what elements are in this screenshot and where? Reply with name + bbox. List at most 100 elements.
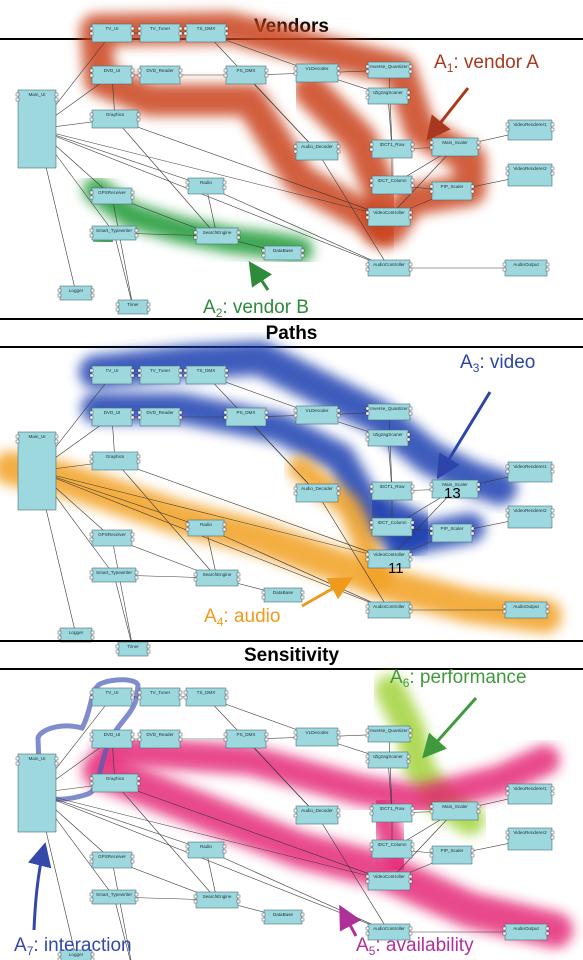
component-node: Graphics (89, 773, 141, 793)
component-node: SearchEngine (193, 569, 241, 587)
component-node: VLDecoder (293, 405, 341, 425)
node-label: Inverse_Quantizer (370, 406, 408, 411)
callout-arrow (27, 842, 52, 931)
connector (205, 185, 390, 269)
node-label: Main_Scaler (442, 482, 468, 487)
callout-label: A3: video (460, 352, 535, 375)
connector (388, 411, 393, 492)
component-node: Inverse_Quantizer (365, 725, 413, 743)
node-label: AudioController (373, 926, 405, 931)
node-label: DVD_Reader (146, 68, 174, 73)
node-label: TV_UI (105, 368, 118, 373)
component-node: Main_Scaler (429, 479, 481, 499)
node-label: Timer (127, 302, 139, 307)
node-label: VLDecoder (306, 66, 329, 71)
connector (114, 118, 218, 237)
panel-title: Sensitivity (243, 645, 340, 666)
node-label: Smart_Typewriter (96, 892, 132, 897)
callout-label: A6: performance (390, 667, 527, 690)
component-count: 13 (444, 485, 461, 502)
component-node: Main_UI (15, 89, 59, 169)
component-node: DataBase (261, 587, 305, 603)
callout: A6: performance (390, 667, 527, 759)
component-node: TV_UI (89, 365, 135, 385)
connector (111, 537, 134, 650)
connector (113, 232, 134, 308)
node-label: Graphics (106, 112, 125, 117)
callout-arrow (301, 577, 354, 608)
node-label: TV_Tuner (150, 690, 171, 695)
connector (316, 150, 390, 269)
node-label: VideoRenderer2 (513, 830, 547, 835)
component-node: IDCT1_Row (369, 139, 415, 159)
component-node: PIP_Scaler (429, 845, 475, 865)
node-label: PS_DMX (237, 68, 256, 73)
component-node: TV_Tuner (137, 23, 183, 43)
component-node: TV_UI (89, 687, 135, 707)
component-node: AudioOutput (502, 601, 550, 619)
node-label: TS_DMX (197, 26, 216, 31)
component-node: TV_Tuner (137, 365, 183, 385)
component-node: GPSReceiver (89, 187, 135, 205)
connector (113, 574, 134, 650)
component-node: DVD_UI (89, 729, 135, 749)
component-node: Radio (185, 841, 227, 859)
node-label: AudioController (373, 262, 405, 267)
callout-arrow (422, 697, 478, 759)
component-node: VideoRenderer1 (505, 783, 555, 805)
component-node: TS_DMX (183, 23, 229, 43)
node-label: Smart_Typewriter (96, 570, 132, 575)
callout: A3: video (436, 352, 535, 480)
node-label: TV_UI (105, 26, 118, 31)
connector (388, 69, 393, 150)
architecture-graph: Main_UI TV_UI TV_Tuner TS_DMX VLDecoder Inver… (14, 667, 573, 960)
component-node: VideoRenderer2 (505, 163, 555, 187)
architecture-graph: Main_UI TV_UI TV_Tuner TS_DMX VLDecoder Inver… (0, 341, 562, 657)
node-label: GPSReceiver (98, 854, 126, 859)
component-node: DVD_Reader (137, 729, 183, 749)
callout: A4: audio (204, 577, 354, 629)
component-node: Main_Scaler (429, 801, 481, 821)
component-node: PS_DMX (223, 65, 269, 85)
connector (111, 859, 132, 960)
callout-label: A5: availability (356, 935, 474, 958)
divider (0, 318, 583, 320)
component-node: VideoController (365, 871, 413, 891)
component-node: TV_UI (89, 23, 135, 43)
node-label: Smart_Typewriter (96, 228, 132, 233)
component-node: VideoRenderer1 (505, 119, 555, 141)
component-node: DataBase (261, 245, 305, 261)
component-node: Main_UI (15, 753, 59, 833)
component-node: VideoRenderer1 (505, 461, 555, 483)
node-label: IDCT_Column (377, 520, 407, 525)
component-node: IDCT_Column (369, 175, 415, 195)
component-node: Radio (185, 177, 227, 195)
node-label: AudioController (373, 604, 405, 609)
node-label: Logger (69, 288, 84, 293)
component-node: Audio_Decoder (293, 805, 341, 825)
node-label: VideoController (373, 874, 405, 879)
component-node: DVD_UI (89, 407, 135, 427)
connector (114, 118, 390, 218)
component-node: VLDecoder (293, 63, 341, 83)
node-label: DVD_UI (104, 732, 121, 737)
component-node: AudioController (365, 259, 413, 277)
component-node: TV_Tuner (137, 687, 183, 707)
node-label: TV_Tuner (150, 368, 171, 373)
component-node: PIP_Scaler (429, 523, 475, 543)
component-node: Radio (185, 519, 227, 537)
callout: A5: availability (339, 904, 474, 958)
component-count: 11 (388, 560, 404, 577)
component-node: TS_DMX (183, 365, 229, 385)
component-node: Timer (115, 299, 151, 315)
interaction-outline (35, 677, 141, 802)
component-node: AudioController (365, 601, 413, 619)
node-label: PIP_Scaler (441, 184, 464, 189)
component-node: Smart_Typewriter (89, 225, 139, 241)
node-label: VLDecoder (306, 730, 329, 735)
component-node: IDCT_Column (369, 517, 415, 537)
component-node: IZigzagScaner (365, 429, 411, 447)
node-label: Audio_Decoder (301, 144, 333, 149)
node-label: Main_UI (28, 756, 45, 761)
highlight-region (365, 493, 435, 563)
